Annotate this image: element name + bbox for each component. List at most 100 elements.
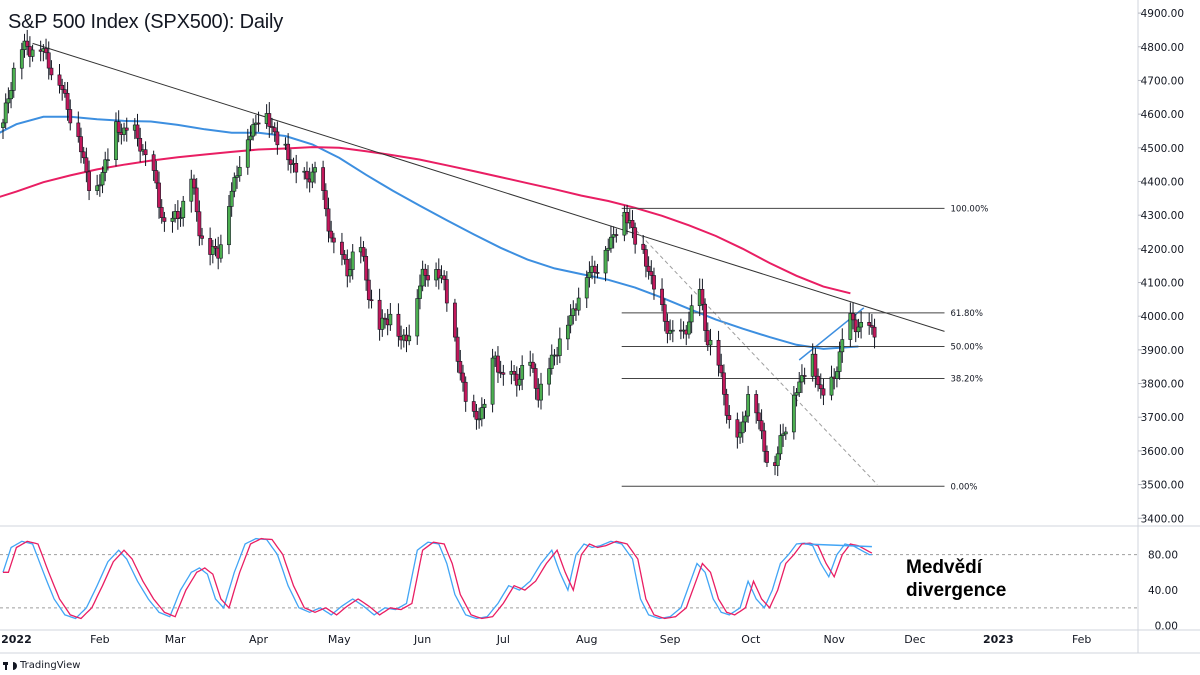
candle-down [765, 451, 769, 463]
candle-down [442, 275, 447, 280]
candle-down [762, 430, 767, 452]
candle-down [630, 220, 635, 229]
fib-level-label: 50.00% [951, 343, 983, 353]
time-tick-label: 2022 [1, 633, 32, 646]
candle-up [549, 354, 554, 369]
candle-up [797, 381, 802, 393]
candle-down [138, 138, 143, 152]
candle-down [716, 339, 721, 366]
candle-up [418, 285, 422, 299]
candle-down [192, 178, 196, 189]
candle-up [609, 236, 613, 249]
candle-down [57, 74, 62, 86]
candle-down [633, 227, 638, 245]
candle-down [512, 371, 517, 375]
candle-up [19, 49, 24, 69]
price-tick-label: 4600.00 [1141, 109, 1184, 121]
candle-down [364, 256, 369, 281]
candle-down [197, 211, 202, 237]
candle-down [326, 208, 331, 232]
candle-down [756, 412, 761, 421]
price-tick-label: 4200.00 [1141, 244, 1184, 256]
candle-up [517, 378, 522, 386]
candle-up [584, 277, 589, 299]
candle-down [802, 375, 807, 377]
fib-level-label: 38.20% [951, 375, 983, 385]
candle-up [100, 172, 105, 186]
candle-down [272, 127, 277, 133]
price-tick-label: 4000.00 [1141, 311, 1184, 323]
candle-down [592, 265, 597, 273]
candle-down [722, 372, 726, 395]
candle-down [869, 325, 874, 328]
candle-down [366, 279, 371, 301]
candle-up [479, 407, 484, 420]
candlestick-series [1, 29, 877, 477]
candle-down [727, 415, 732, 420]
candle-down [116, 121, 121, 133]
candle-up [415, 298, 420, 337]
candle-down [62, 89, 67, 94]
candle-up [791, 394, 796, 433]
time-tick-label: May [328, 633, 351, 646]
fib-level-label: 100.00% [951, 204, 989, 214]
candle-up [603, 249, 608, 274]
candle-down [87, 171, 91, 191]
candle-down [453, 302, 457, 338]
price-tick-label: 3600.00 [1141, 446, 1184, 458]
candle-up [232, 177, 237, 192]
candle-down [162, 217, 167, 222]
candle-down [872, 326, 877, 338]
candle-up [587, 272, 592, 278]
candle-up [708, 339, 713, 346]
candle-down [496, 355, 500, 373]
candle-down [46, 52, 51, 69]
candle-up [227, 206, 231, 246]
candle-up [189, 178, 194, 202]
candle-up [9, 90, 13, 100]
price-tick-label: 4100.00 [1141, 278, 1184, 290]
price-tick-label: 4800.00 [1141, 42, 1184, 54]
candle-down [867, 322, 872, 326]
time-tick-label: Aug [576, 633, 597, 646]
candle-down [853, 319, 858, 333]
price-tick-label: 3800.00 [1141, 379, 1184, 391]
candle-down [625, 211, 629, 224]
candle-down [25, 40, 30, 47]
brand-label: TradingView [20, 660, 81, 671]
candle-up [557, 338, 562, 356]
candle-up [689, 305, 694, 323]
annotation-line-1: Medvědí [906, 557, 983, 578]
candle-up [229, 190, 234, 207]
grid-layer [0, 0, 1200, 654]
candle-down [286, 143, 291, 161]
slow-moving-average-line [0, 146, 851, 295]
candle-down [377, 299, 382, 330]
candle-down [700, 289, 705, 305]
time-tick-label: Sep [660, 633, 681, 646]
candle-up [218, 244, 223, 259]
drawn-lines [32, 42, 945, 485]
candle-down [641, 243, 646, 250]
candle-up [834, 371, 839, 379]
candle-down [665, 321, 670, 334]
tradingview-brand[interactable]: TradingView [3, 660, 80, 671]
axes-layer: 4900.00 4800.00 4700.00 4600.00 4500.00 4400.… [1, 8, 1184, 646]
candle-down [124, 127, 129, 131]
time-tick-label: Oct [741, 633, 761, 646]
time-tick-label: Mar [165, 633, 186, 646]
candle-down [463, 381, 468, 402]
time-tick-label: Jul [496, 633, 510, 646]
candle-up [668, 330, 673, 334]
candle-up [313, 167, 317, 173]
price-tick-label: 4900.00 [1141, 8, 1184, 20]
candle-up [348, 269, 352, 277]
candle-up [740, 421, 745, 434]
candle-down [652, 275, 656, 290]
candle-down [175, 211, 180, 220]
candle-down [423, 268, 428, 276]
candle-up [738, 432, 742, 438]
candle-up [245, 139, 250, 168]
candle-down [821, 388, 826, 396]
candle-down [81, 151, 86, 159]
